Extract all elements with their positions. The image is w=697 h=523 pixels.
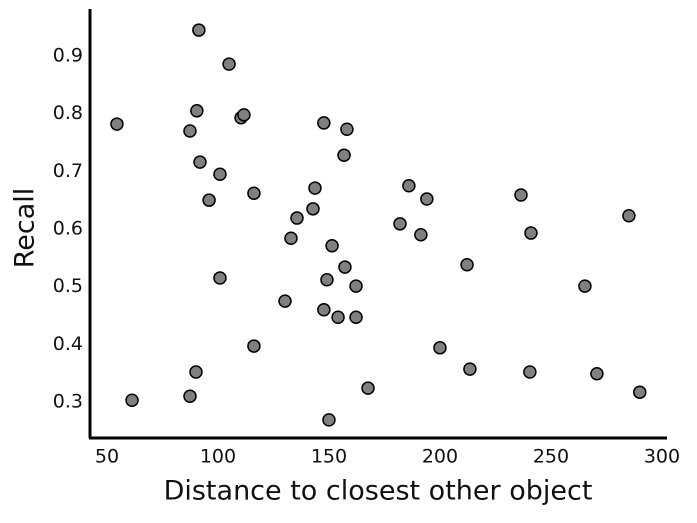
y-tick-label: 0.4: [53, 333, 83, 355]
point: [463, 362, 477, 376]
point: [361, 381, 375, 395]
point: [110, 117, 124, 131]
point: [337, 148, 351, 162]
point: [278, 294, 292, 308]
point: [322, 413, 336, 427]
point: [183, 124, 197, 138]
point: [340, 122, 354, 137]
point: [523, 365, 537, 379]
point: [290, 211, 304, 225]
x-axis-label: Distance to closest other object: [164, 476, 593, 507]
point: [193, 155, 207, 169]
point: [317, 302, 331, 317]
y-tick-label: 0.7: [53, 160, 83, 182]
point: [331, 310, 345, 324]
point: [183, 389, 197, 403]
point: [308, 181, 322, 195]
point: [247, 186, 261, 201]
point: [247, 339, 261, 353]
point: [213, 167, 227, 181]
point: [190, 104, 204, 118]
x-tick-label: 50: [95, 446, 119, 468]
point: [393, 217, 407, 231]
point: [402, 179, 416, 193]
point: [202, 193, 216, 207]
y-tick-label: 0.8: [53, 102, 83, 124]
y-tick-label: 0.6: [53, 218, 83, 240]
point: [578, 279, 592, 293]
point: [414, 228, 428, 242]
x-tick-label: 150: [311, 446, 347, 468]
point: [349, 279, 363, 293]
x-tick-label: 100: [200, 446, 236, 468]
point: [237, 108, 251, 122]
point: [514, 188, 528, 202]
point: [213, 271, 227, 285]
y-axis-label: Recall: [10, 188, 41, 269]
point: [317, 116, 331, 130]
point: [338, 260, 352, 274]
x-tick-label: 250: [533, 446, 569, 468]
point: [524, 226, 538, 240]
point: [622, 209, 636, 223]
x-tick-label: 300: [644, 446, 680, 468]
point: [633, 385, 647, 399]
y-tick-label: 0.3: [53, 391, 83, 413]
point: [192, 23, 206, 37]
y-tick-label: 0.5: [53, 275, 83, 297]
y-tick-label: 0.9: [53, 45, 83, 67]
point: [284, 231, 298, 245]
point: [590, 366, 604, 381]
point: [222, 57, 236, 71]
point: [325, 238, 339, 253]
point: [433, 341, 447, 355]
point: [320, 273, 334, 287]
point: [189, 365, 203, 379]
point: [349, 310, 363, 324]
point: [460, 258, 474, 272]
point: [306, 202, 320, 216]
point: [420, 192, 434, 206]
point: [125, 393, 139, 408]
x-tick-label: 200: [422, 446, 458, 468]
